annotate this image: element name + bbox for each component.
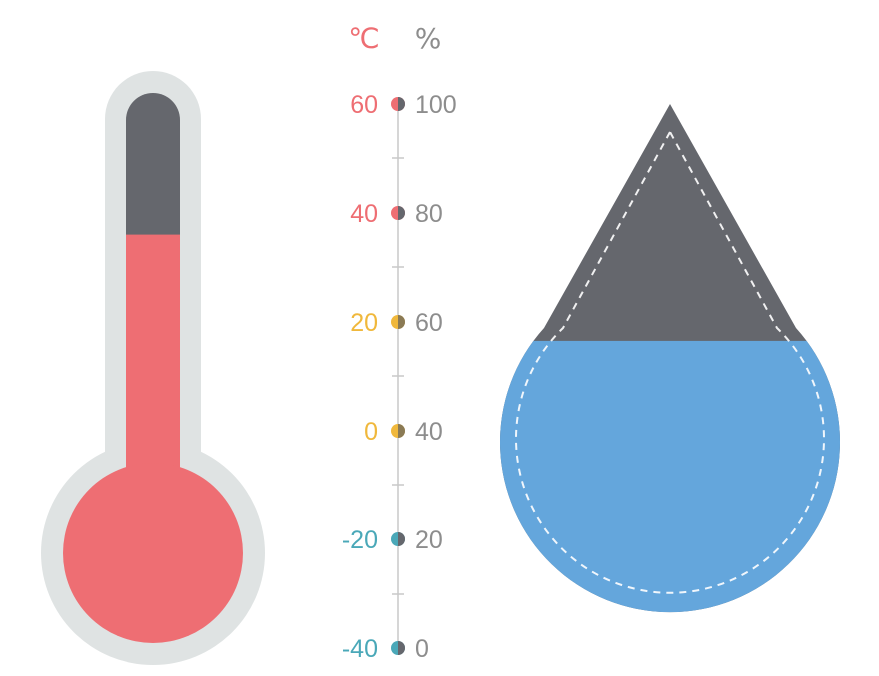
temperature-tick-label: 60: [350, 91, 378, 119]
humidity-drop: [500, 104, 840, 613]
humidity-tick-label: 80: [415, 200, 443, 228]
humidity-unit-label: %: [415, 22, 442, 55]
temperature-labels: 60 40 20 0 -20 -40: [342, 91, 378, 663]
temperature-unit-label: ℃: [348, 22, 379, 55]
temperature-tick-label: 40: [350, 200, 378, 228]
drop-dashed-outline: [515, 129, 825, 594]
humidity-tick-label: 40: [415, 418, 443, 446]
temperature-tick-label: 0: [364, 418, 378, 446]
thermometer-bulb: [63, 463, 243, 643]
humidity-tick-label: 100: [415, 91, 457, 119]
temperature-tick-label: 20: [350, 309, 378, 337]
drop-water-fill: [500, 340, 840, 613]
temperature-tick-label: -20: [342, 526, 378, 554]
humidity-labels: 100 80 60 40 20 0: [415, 91, 457, 663]
temperature-tick-label: -40: [342, 635, 378, 663]
humidity-tick-label: 0: [415, 635, 429, 663]
scale-minor-ticks: [392, 157, 404, 595]
scale-major-ticks: [391, 97, 405, 655]
humidity-tick-label: 60: [415, 309, 443, 337]
thermometer: [41, 71, 265, 665]
humidity-tick-label: 20: [415, 526, 443, 554]
scale: ℃ %: [342, 22, 457, 663]
